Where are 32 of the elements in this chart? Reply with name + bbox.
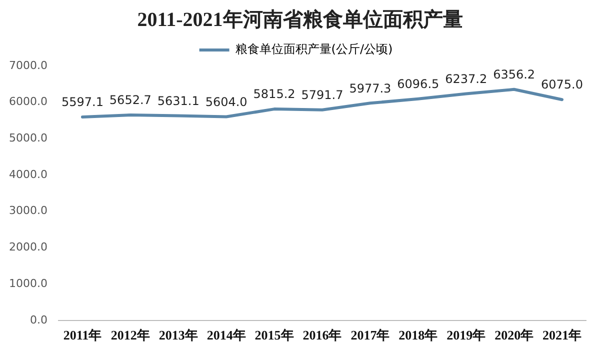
- x-tick-label: 2020年: [494, 328, 534, 343]
- y-tick-label: 1000.0: [8, 276, 48, 290]
- data-label: 5977.3: [349, 81, 392, 96]
- chart-title: 2011-2021年河南省粮食单位面积产量: [136, 8, 464, 33]
- y-tick-label: 0.0: [30, 313, 48, 326]
- x-tick-label: 2016年: [302, 328, 342, 343]
- x-tick-label: 2019年: [446, 328, 486, 343]
- data-label: 6075.0: [541, 78, 584, 92]
- y-tick-label: 5000.0: [8, 132, 48, 145]
- x-tick-label: 2011年: [63, 328, 102, 343]
- x-tick-label: 2012年: [110, 328, 150, 343]
- data-label: 5631.1: [157, 94, 200, 108]
- x-tick-label: 2015年: [254, 328, 294, 343]
- y-tick-label: 6000.0: [8, 95, 48, 108]
- data-label: 6237.2: [445, 72, 488, 86]
- x-tick-label: 2014年: [206, 328, 246, 343]
- y-tick-label: 4000.0: [8, 168, 48, 181]
- data-label: 5791.7: [301, 88, 344, 102]
- x-tick-label: 2021年: [542, 328, 582, 343]
- y-tick-label: 7000.0: [8, 58, 48, 72]
- data-label: 5815.2: [253, 87, 296, 102]
- data-label: 6356.2: [493, 68, 536, 82]
- data-label: 5604.0: [205, 94, 248, 109]
- data-label: 5597.1: [61, 95, 104, 110]
- legend-label: 粮食单位面积产量(公斤/公顷): [235, 42, 393, 56]
- x-tick-label: 2013年: [158, 328, 198, 343]
- x-tick-label: 2017年: [350, 328, 390, 343]
- y-tick-label: 3000.0: [8, 204, 48, 218]
- y-tick-label: 2000.0: [8, 240, 48, 254]
- data-label: 5652.7: [109, 93, 152, 108]
- data-label: 6096.5: [397, 76, 440, 91]
- x-tick-label: 2018年: [398, 328, 438, 343]
